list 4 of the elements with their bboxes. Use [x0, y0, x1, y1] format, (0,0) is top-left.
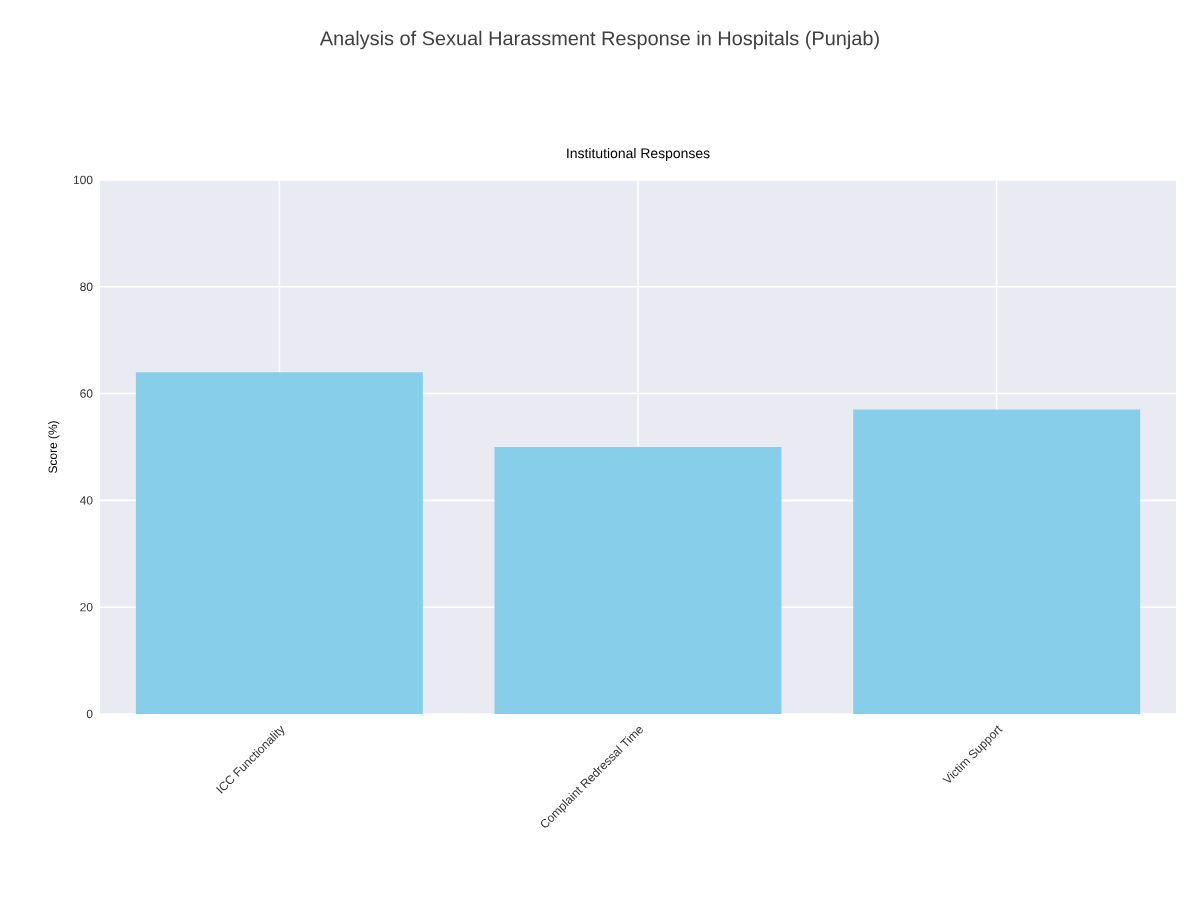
bar	[494, 446, 782, 714]
bar	[135, 372, 423, 714]
chart-title: Analysis of Sexual Harassment Response in Hospitals (Punjab)	[319, 30, 879, 50]
bar	[853, 409, 1141, 714]
